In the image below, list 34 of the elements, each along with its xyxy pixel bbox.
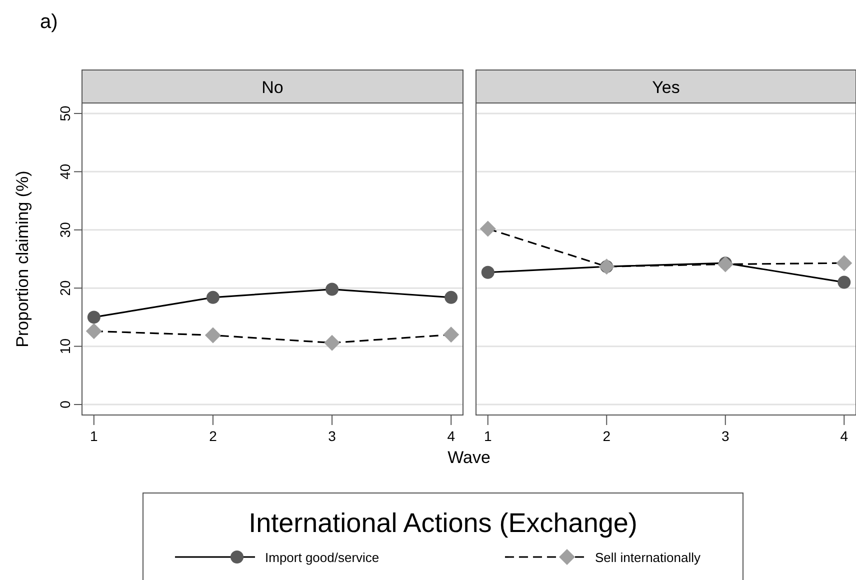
x-tick-label: 2 xyxy=(209,428,218,444)
point xyxy=(481,266,494,279)
point xyxy=(480,220,496,237)
legend-title: International Actions (Exchange) xyxy=(248,508,638,538)
y-axis-title: Proportion claiming (%) xyxy=(13,170,32,348)
point xyxy=(443,326,460,343)
y-tick-label: 30 xyxy=(57,222,73,238)
point xyxy=(444,290,458,304)
point xyxy=(326,282,339,296)
x-tick-label: 3 xyxy=(721,428,730,444)
point xyxy=(87,310,100,324)
x-tick-label: 4 xyxy=(447,428,456,444)
legend-label: Import good/service xyxy=(265,550,380,565)
y-tick-label: 20 xyxy=(57,280,73,296)
x-tick-label: 3 xyxy=(328,428,336,444)
point xyxy=(86,323,102,340)
y-tick-label: 0 xyxy=(57,400,73,408)
x-tick-label: 4 xyxy=(840,428,848,444)
point xyxy=(836,255,852,272)
x-tick-label: 1 xyxy=(90,428,98,444)
x-tick-label: 2 xyxy=(602,428,611,444)
chart-title: No xyxy=(262,78,284,97)
point xyxy=(206,290,220,304)
y-tick-label: 50 xyxy=(57,105,73,122)
point xyxy=(838,276,851,289)
x-tick-label: 1 xyxy=(484,428,492,444)
text: a) xyxy=(40,11,58,33)
chart-title: Yes xyxy=(652,78,680,97)
y-tick-label: 40 xyxy=(57,164,73,180)
point xyxy=(204,327,221,344)
x-axis-title: Wave xyxy=(448,448,490,467)
point xyxy=(324,334,340,351)
y-tick-label: 10 xyxy=(57,338,73,354)
legend-label: Sell internationally xyxy=(595,550,702,565)
